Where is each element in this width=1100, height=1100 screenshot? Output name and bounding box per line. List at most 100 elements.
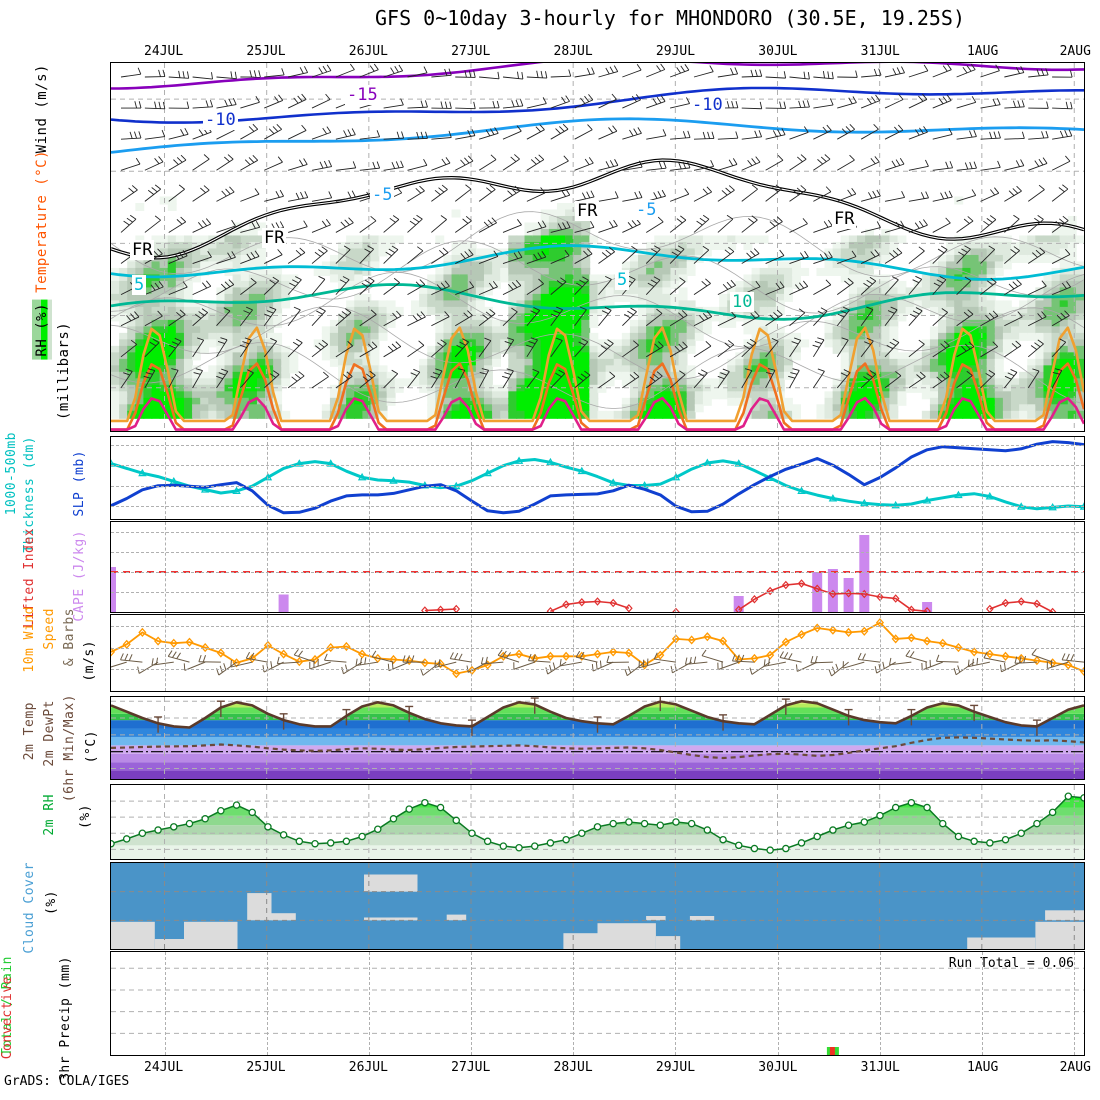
rh-shading-cell [662,287,672,296]
rh-shading-cell [1075,293,1084,302]
rh-shading-cell [905,365,915,374]
rh-shading-cell [978,235,988,244]
rh-shading-cell [1067,378,1077,387]
x-tick-25jul: 25JUL [246,44,286,59]
rh-shading-cell [986,235,996,244]
y-tick-mark [110,316,111,317]
rh-shading-cell [686,332,696,341]
rh-shading-cell [532,384,542,393]
rh-shading-cell [638,293,647,302]
rh-shading-cell [265,326,274,335]
y-tick-mark [110,171,111,172]
rh-shading-cell [1043,235,1053,244]
axis-label-2m-dewpt: 2m DewPt [42,700,57,767]
x-tick-31jul: 31JUL [860,1060,900,1075]
rh-marker [687,819,696,828]
rh-shading-cell [759,332,769,341]
rh-shading-cell [840,248,850,257]
rh-shading-cell [573,235,583,244]
axis-label-wind-speed: Speed [42,608,57,650]
rh-shading-cell [354,306,364,315]
rh-shading-cell [881,274,891,283]
axis-label-wind-units: (m/s) [82,640,97,682]
rh-shading-cell [654,332,664,341]
rh-shading-cell [289,365,299,374]
rh-marker [860,818,869,826]
rh-shading-cell [224,365,234,374]
rh-shading-cell [532,332,542,341]
rh-shading-cell [208,397,218,406]
rh-shading-cell [751,267,761,276]
wind-barb-flag [889,657,892,665]
rh-shading-cell [354,235,364,244]
rh-shading-cell [354,365,364,374]
rh-shading-cell [856,397,866,406]
rh-shading-cell [638,326,647,335]
rh-shading-cell [954,365,964,374]
rh-shading-cell [443,397,453,406]
rh-shading-cell [435,274,445,283]
rh-shading-cell [232,313,242,322]
rh-shading-cell [873,345,883,354]
wind-speed-marker [452,669,461,679]
rh-shading-cell [151,332,161,341]
wind-speed-marker [593,649,602,659]
rh-shading-cell [662,391,672,400]
rh-shading-cell [759,397,769,406]
rh-shading-cell [727,358,737,367]
rh-shading-cell [516,384,526,393]
rh-shading-cell [767,397,777,406]
rh-shading-cell [265,358,274,367]
rh-shading-cell [727,391,737,400]
rh-shading-cell [565,280,574,289]
rh-shading-cell [986,339,996,348]
wind-barb-shaft [889,661,912,666]
rh-shading-cell [1019,248,1029,257]
rh-shading-cell [678,384,688,393]
wind-barb-shaft [481,661,504,665]
wind-barb-shaft [1031,654,1053,663]
rh-shading-cell [175,261,185,270]
rh-shading-cell [378,326,388,335]
rh-shading-cell [483,261,493,270]
wind-speed-marker [860,626,869,636]
rh-shading-cell [970,365,980,374]
rh-shading-cell [597,300,607,309]
rh-shading-cell [824,319,834,328]
rh-marker [640,819,649,828]
wind-barb-shaft [936,660,959,663]
rh-shading-cell [889,397,899,406]
rh-shading-cell [946,397,956,406]
rh-shading-cell [483,326,493,335]
rh-shading-cell [281,274,291,283]
rh-shading-cell [232,378,242,387]
wind-barb-shaft [1014,661,1037,664]
rh-shading-cell [605,410,615,419]
rh-shading-cell [273,410,283,419]
rh-shading-cell [175,293,185,302]
rh-shading-cell [670,235,680,244]
rh-shading-cell [524,293,534,302]
rh-marker [546,839,555,847]
rh-marker [923,803,931,812]
rh-shading-cell [183,326,193,335]
rh-shading-cell [459,404,469,413]
rh-shading-cell [265,300,274,309]
rh-shading-cell [686,313,696,322]
rh-shading-cell [1051,358,1061,367]
gridline-vertical [471,522,472,612]
rh-shading-cell [848,267,858,276]
rh-shading-cell [151,404,161,413]
rh-shading-cell [256,313,266,322]
wind-barb-shaft [294,654,316,663]
wind-barb-flag [552,662,556,670]
rh-shading-cell [329,267,339,276]
rh-marker [170,823,178,831]
rh-shading-cell [378,391,388,400]
gridline-vertical [573,522,575,612]
wind-barb-flag [124,653,129,661]
wind-barb-flag [653,652,658,660]
rh-shading-cell [1075,326,1084,335]
rh-shading-cell [427,358,437,367]
series-marker [514,456,524,464]
